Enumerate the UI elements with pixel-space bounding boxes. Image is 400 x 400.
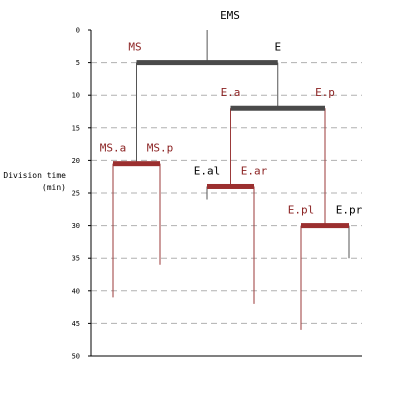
lineage-tree: MS E MS.a MS.p E.a E.p E.al E.ar E.pl E.pr	[100, 30, 363, 330]
cell-label-ms-a: MS.a	[100, 142, 127, 155]
cell-label-e-pr: E.pr	[336, 204, 363, 217]
cell-label-ms: MS	[128, 41, 141, 54]
cell-label-e-p: E.p	[315, 86, 335, 99]
tick-label-10: 10	[72, 92, 80, 100]
root-cell-label: EMS	[220, 9, 240, 22]
tick-label-50: 50	[72, 353, 80, 361]
tick-label-25: 25	[72, 190, 80, 198]
tick-label-35: 35	[72, 255, 80, 263]
tick-label-5: 5	[76, 59, 80, 67]
axis-unit: (min)	[42, 183, 66, 192]
tick-label-45: 45	[72, 320, 80, 328]
division-bar-ems	[136, 60, 278, 66]
axis-title: Division time	[3, 171, 66, 180]
cell-label-e-ar: E.ar	[241, 164, 268, 177]
time-gridlines	[91, 62, 362, 324]
division-bar-e-p	[301, 223, 349, 229]
cell-label-e: E	[274, 41, 281, 54]
tick-label-40: 40	[72, 287, 80, 295]
cell-label-ms-p: MS.p	[147, 142, 174, 155]
cell-label-e-a: E.a	[221, 86, 241, 99]
cell-label-e-al: E.al	[194, 164, 221, 177]
tick-label-30: 30	[72, 222, 80, 230]
division-bar-e-a	[207, 183, 254, 189]
tick-label-0: 0	[76, 27, 80, 35]
time-axis-ticks: 0 5 10 15 20 25 30 35 40 45 50	[72, 27, 91, 361]
cell-label-e-pl: E.pl	[288, 204, 315, 217]
division-bar-e	[230, 105, 325, 111]
tick-label-20: 20	[72, 157, 80, 165]
tick-label-15: 15	[72, 124, 80, 132]
division-bar-ms	[113, 161, 160, 167]
